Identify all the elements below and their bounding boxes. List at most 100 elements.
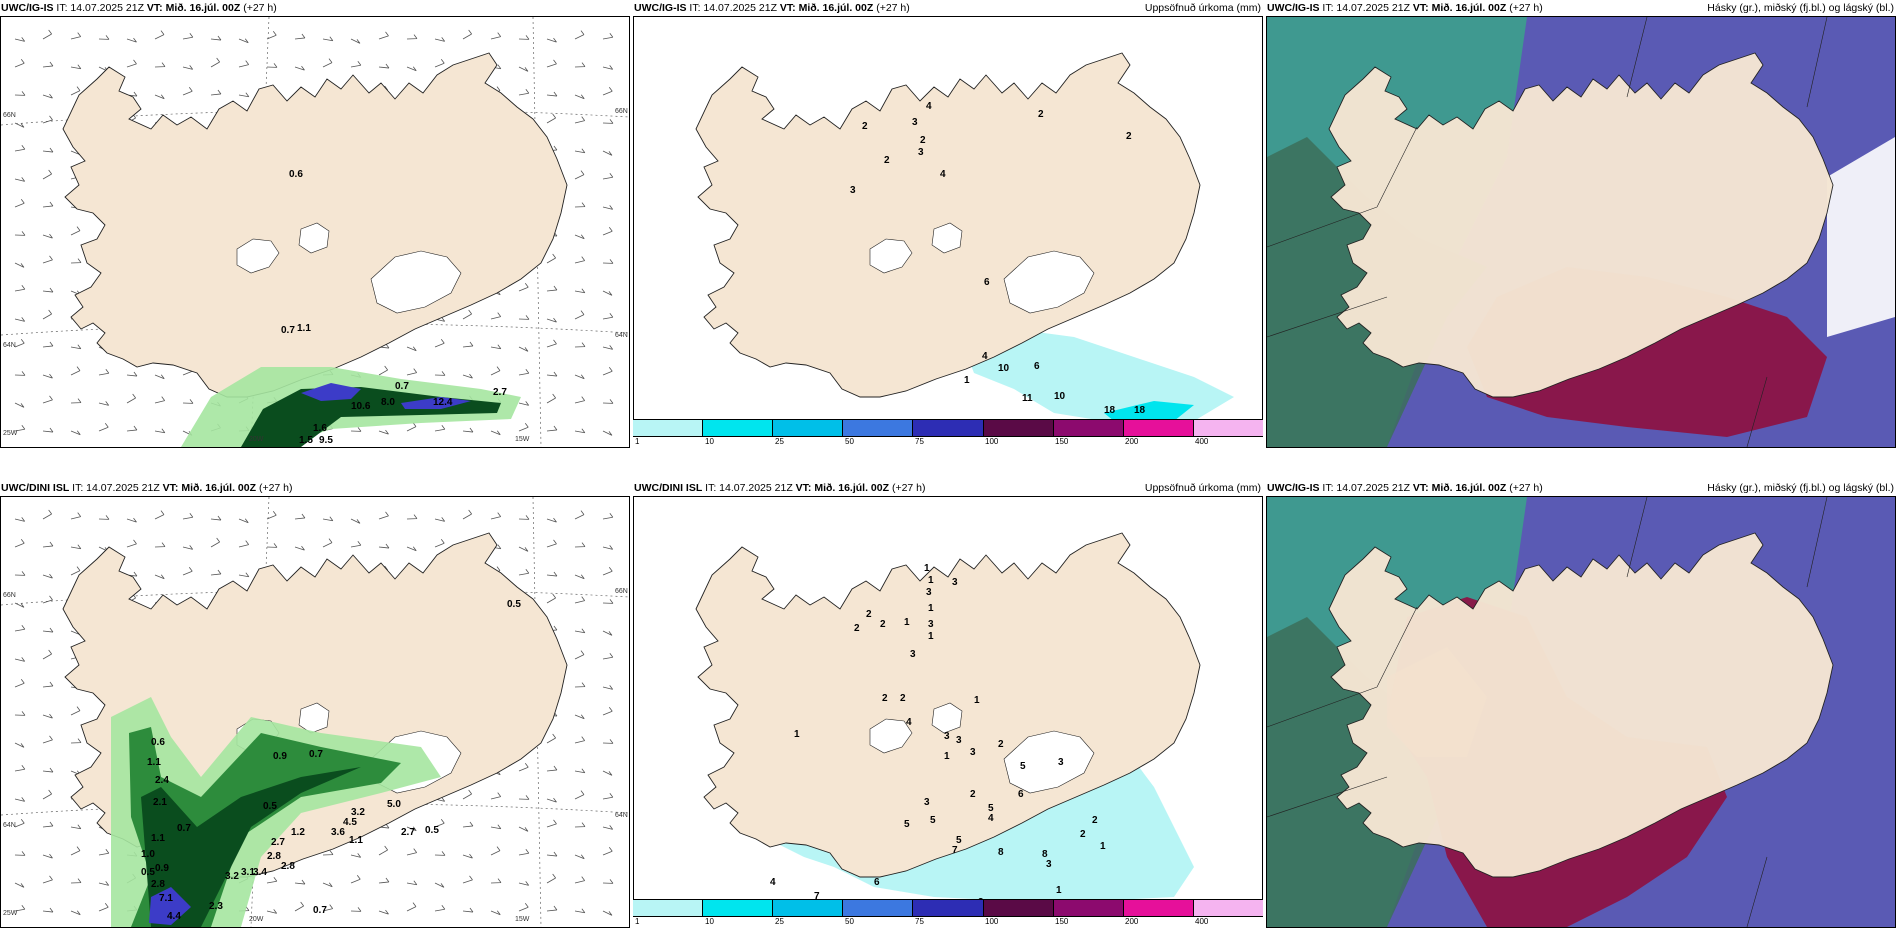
wind-barb xyxy=(518,346,529,352)
precip-value-label: 1 xyxy=(928,603,934,614)
wind-barb xyxy=(14,262,25,268)
colorbar-tick-label: 75 xyxy=(915,437,924,446)
wind-value-label: 3.4 xyxy=(253,867,267,878)
wind-barb xyxy=(434,371,446,376)
wind-barb xyxy=(126,37,137,43)
wind-barb xyxy=(574,596,586,604)
wind-barb xyxy=(602,707,613,716)
precip-value-label: 1 xyxy=(944,751,950,762)
wind-value-label: 0.9 xyxy=(155,863,169,874)
grid-tick-label: 25W xyxy=(3,430,18,437)
glacier xyxy=(1003,250,1095,314)
wind-barb xyxy=(518,35,530,40)
wind-barb xyxy=(546,571,558,577)
wind-barb xyxy=(98,35,110,40)
wind-barb xyxy=(14,539,25,548)
wind-barb xyxy=(70,544,82,550)
glacier xyxy=(931,702,963,734)
wind-barb xyxy=(518,881,530,886)
wind-barb xyxy=(602,599,614,604)
wind-value-label: 2.3 xyxy=(209,901,223,912)
wind-barb xyxy=(546,339,557,348)
model-name: UWC/IG-IS xyxy=(1267,2,1320,14)
panel-cloud-ig: UWC/IG-IS IT: 14.07.2025 21Z VT: Mið. 16… xyxy=(1266,0,1896,448)
wind-barb xyxy=(238,60,250,68)
wind-barb xyxy=(14,339,25,348)
colorbar-tick-label: 1 xyxy=(635,437,640,446)
wind-barb xyxy=(378,543,390,549)
wind-barb xyxy=(574,854,585,860)
wind-barb xyxy=(350,38,361,44)
wind-barb xyxy=(546,517,557,523)
glacier xyxy=(869,718,913,754)
wind-barb xyxy=(574,650,585,660)
wind-barb xyxy=(294,65,305,71)
precip-area-heavy xyxy=(141,767,361,927)
precip-value-label: 18 xyxy=(1104,405,1116,416)
precip-value-label: 3 xyxy=(926,587,932,598)
wind-barb xyxy=(434,905,446,912)
grid-tick-label: 66N xyxy=(615,588,628,595)
colorbar-segment xyxy=(983,420,1054,436)
wind-barb xyxy=(546,59,557,68)
clear-sky-area xyxy=(1827,137,1895,337)
wind-barb xyxy=(42,853,53,859)
colorbar-tick-label: 75 xyxy=(915,917,924,926)
precip-map: 4 3 2 3 2 3 2 4 2 2 6 4 1 10 6 11 10 18 18 xyxy=(633,16,1263,430)
wind-barb xyxy=(434,37,446,42)
wind-barb xyxy=(42,627,54,633)
colorbar-tick-label: 400 xyxy=(1195,917,1209,926)
wind-barb xyxy=(490,312,502,320)
wind-barb xyxy=(14,122,25,128)
colorbar-segment xyxy=(773,420,844,436)
wind-barb xyxy=(210,89,222,96)
model-name: UWC/IG-IS xyxy=(1267,482,1320,494)
wind-barb xyxy=(154,30,165,40)
wind-barb xyxy=(602,793,614,800)
wind-barb xyxy=(238,540,250,548)
precip-value-label: 4 xyxy=(940,169,946,180)
wind-barb xyxy=(518,401,530,406)
wind-barb xyxy=(574,170,585,180)
wind-barb xyxy=(406,880,418,886)
precip-value-label: 4 xyxy=(982,351,988,362)
wind-map: 0.6 0.5 1.1 2.1 2.4 0.5 1.1 0.7 1.0 0.9 2.8 7.1 4.4 2… xyxy=(0,496,630,928)
wind-barb xyxy=(574,628,586,634)
wind-barb xyxy=(126,371,138,377)
wind-barb xyxy=(210,569,222,576)
wind-barb xyxy=(42,29,52,40)
wind-map-svg: 0.60.7 1.10.78.010.6 12.42.71.61.5 9.566N64… xyxy=(1,17,629,447)
colorbar-segment xyxy=(633,900,704,916)
wind-barb xyxy=(574,342,586,348)
wind-barb xyxy=(14,59,25,68)
precip-value-label: 5 xyxy=(930,815,936,826)
wind-barb xyxy=(378,877,390,884)
wind-barb xyxy=(406,368,418,376)
grid-tick-label: 15W xyxy=(515,916,530,923)
wind-barb xyxy=(462,853,473,859)
wind-barb xyxy=(462,373,473,379)
wind-barb xyxy=(154,62,166,68)
precip-value-label: 2 xyxy=(1080,829,1086,840)
colorbar-tick-label: 100 xyxy=(985,917,999,926)
wind-barb xyxy=(42,649,52,660)
wind-barb xyxy=(98,369,110,376)
wind-barb xyxy=(266,909,278,914)
wind-value-label: 2.4 xyxy=(155,775,169,786)
wind-barb xyxy=(126,425,138,432)
wind-barb xyxy=(462,789,472,800)
wind-barb xyxy=(42,61,54,68)
precip-value-label: 1 xyxy=(1100,841,1106,852)
precip-value-label: 2 xyxy=(998,739,1004,750)
wind-value-label: 10.6 xyxy=(351,401,371,412)
wind-value-label: 0.5 xyxy=(263,801,277,812)
grid-tick-label: 64N xyxy=(615,332,628,339)
iceland-landmass xyxy=(1328,52,1834,398)
wind-barb xyxy=(518,423,529,432)
wind-barb xyxy=(518,795,530,800)
precip-area-1mm xyxy=(964,329,1234,421)
precip-value-label: 8 xyxy=(998,847,1004,858)
wind-barb xyxy=(546,37,557,43)
wind-barb xyxy=(378,365,388,376)
precip-value-label: 8 xyxy=(1042,849,1048,860)
